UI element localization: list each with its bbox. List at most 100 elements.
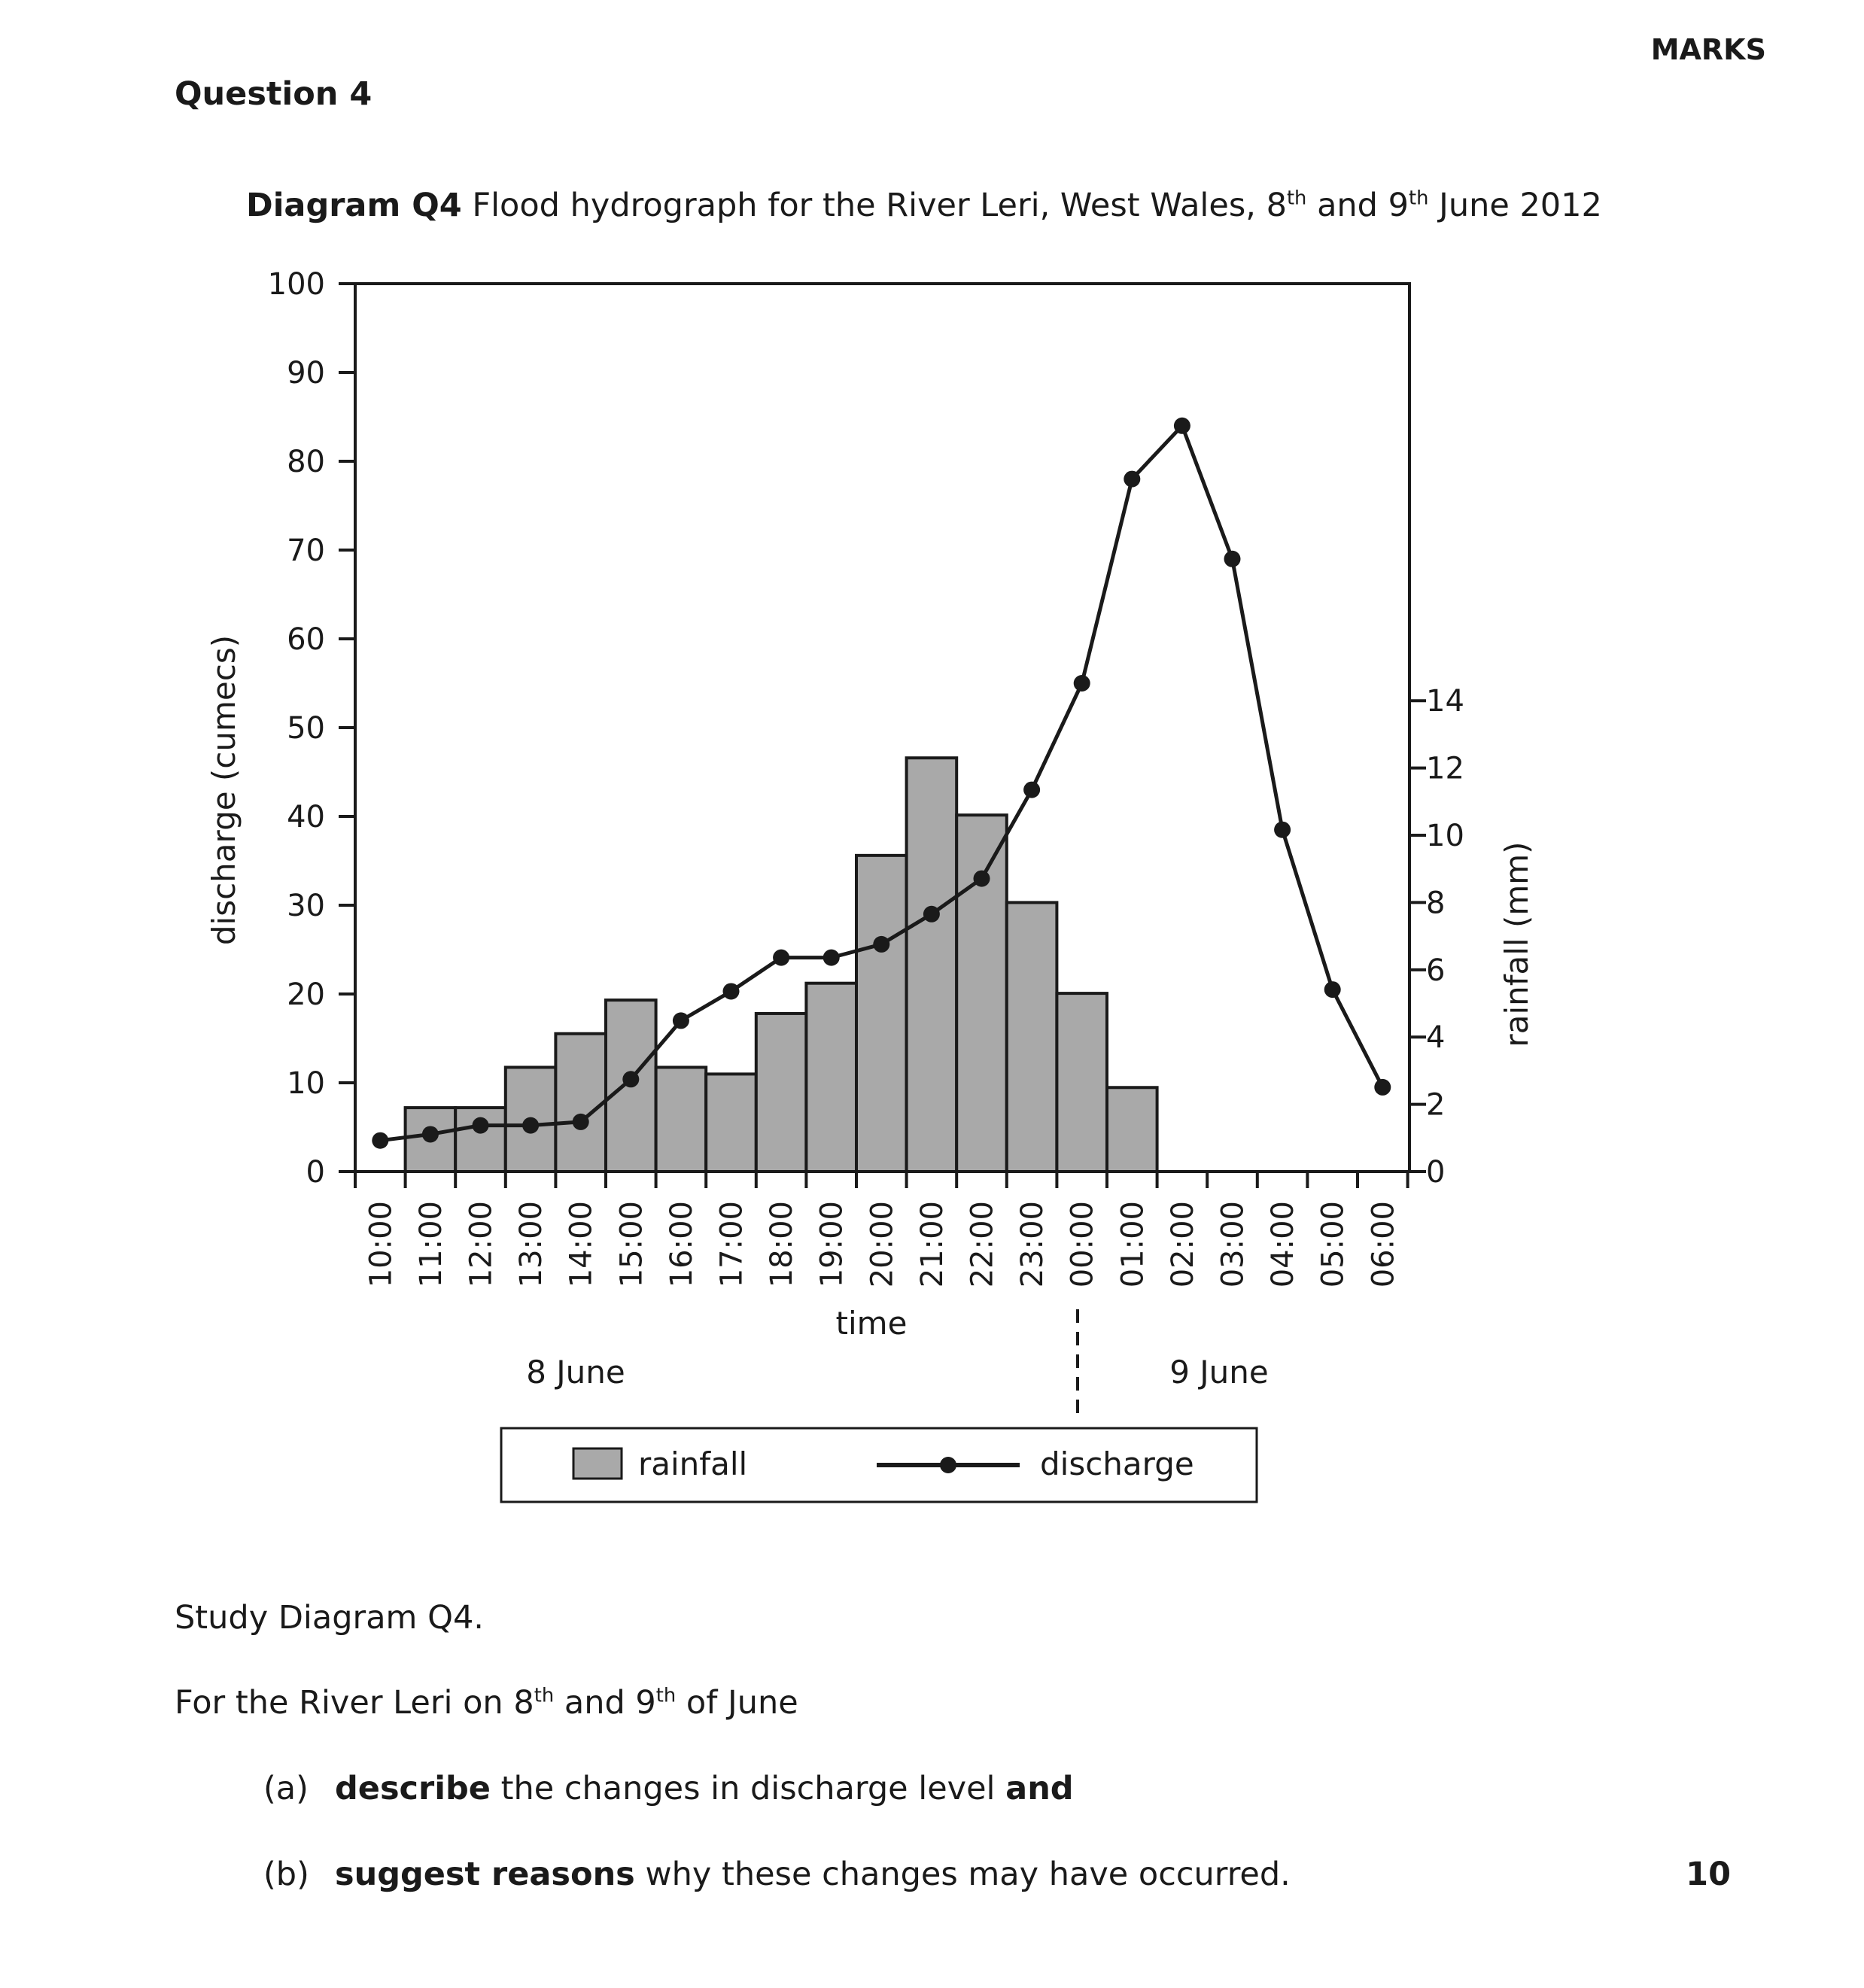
rainfall-bar [1105,1086,1159,1173]
time-tick-label: 21:00 [915,1201,950,1287]
discharge-point [1274,821,1291,838]
chart-labels: 0 10 20 30 40 50 60 70 80 90 100 0 2 4 6 8 10 12 14 10:00 11… [205,267,1535,1391]
time-tick-label: 20:00 [865,1201,899,1287]
discharge-point [622,1071,640,1088]
stem-sup-1: th [534,1684,555,1707]
part-b-bold: suggest reasons [335,1856,635,1893]
left-axis-tick-label: 20 [287,977,325,1012]
time-tick-label: 13:00 [514,1201,549,1287]
part-b-label: (b) [263,1856,309,1893]
hydrograph-chart: 0 10 20 30 40 50 60 70 80 90 100 0 2 4 6 8 10 12 14 10:00 11… [205,267,1535,1503]
right-axis-tick-label: 6 [1426,953,1445,988]
left-axis-tick-label: 80 [287,445,325,479]
discharge-point [973,870,990,887]
time-tick-label: 15:00 [614,1201,649,1287]
question-title: Question 4 [175,75,372,113]
time-tick-label: 14:00 [564,1201,599,1287]
time-tick-label: 12:00 [464,1201,499,1287]
time-tick-label: 17:00 [715,1201,750,1287]
discharge-point [1173,417,1190,434]
rainfall-bar [704,1072,758,1173]
rainfall-bar [855,853,908,1174]
day-label-9-june: 9 June [1169,1354,1269,1391]
stem-text-2: and 9 [554,1684,656,1722]
rainfall-bar [905,756,959,1173]
time-tick-label: 10:00 [363,1201,398,1287]
time-tick-label: 04:00 [1266,1201,1300,1287]
right-axis-tick-label: 4 [1426,1020,1445,1055]
legend-discharge-marker [940,1457,956,1473]
discharge-point [572,1113,589,1130]
day-label-8-june: 8 June [526,1354,625,1391]
legend-rainfall-swatch [572,1447,623,1480]
diagram-title-text-3: June 2012 [1428,187,1602,224]
discharge-point [1023,781,1041,798]
diagram-title-sup-1: th [1286,187,1307,210]
time-tick-label: 19:00 [815,1201,850,1287]
discharge-point [823,949,840,966]
discharge-point [1124,470,1141,488]
discharge-point [421,1126,439,1143]
discharge-point [773,949,790,966]
diagram-title-label: Diagram Q4 [246,187,462,224]
right-axis-title: rainfall (mm) [1498,841,1535,1047]
time-tick-label: 02:00 [1166,1201,1200,1287]
right-axis-tick-label: 14 [1426,684,1464,719]
discharge-point [873,935,890,953]
part-a-text: describe the changes in discharge level … [335,1770,1074,1807]
left-axis-tick-label: 50 [287,711,325,746]
discharge-point [1073,675,1090,692]
left-axis-title: discharge (cumecs) [205,635,242,945]
time-tick-label: 03:00 [1216,1201,1251,1287]
rainfall-bars [403,756,1159,1174]
chart-axes [339,282,1426,1416]
stem-text-3: of June [676,1684,798,1722]
part-a-rest: the changes in discharge level [490,1770,1006,1807]
discharge-point [1374,1078,1391,1096]
right-axis-tick-label: 0 [1426,1155,1445,1190]
time-tick-label: 11:00 [414,1201,449,1287]
part-b-rest: why these changes may have occurred. [634,1856,1291,1893]
diagram-title-text-2: and 9 [1306,187,1409,224]
stem-text-1: For the River Leri on 8 [175,1684,534,1722]
left-axis-tick-label: 60 [287,622,325,657]
study-instruction: Study Diagram Q4. [175,1599,484,1637]
left-axis-tick-label: 10 [287,1066,325,1101]
diagram-title: Diagram Q4 Flood hydrograph for the Rive… [246,187,1602,224]
part-b-text: suggest reasons why these changes may ha… [335,1856,1291,1893]
time-tick-label: 23:00 [1015,1201,1050,1287]
legend-discharge-label: discharge [1040,1445,1194,1482]
chart-legend: rainfall discharge [500,1427,1258,1503]
rainfall-bar [804,981,859,1174]
left-axis-tick-label: 0 [306,1155,325,1190]
discharge-point [722,983,740,1000]
part-a-bold-and: and [1005,1770,1074,1807]
discharge-point [372,1132,389,1149]
left-axis-tick-label: 100 [268,267,325,302]
right-axis-tick-label: 2 [1426,1088,1445,1123]
marks-value: 10 [1686,1856,1731,1893]
right-axis-tick-label: 10 [1426,819,1464,853]
left-axis-tick-label: 40 [287,800,325,834]
rainfall-bar [955,813,1008,1174]
left-axis-tick-label: 70 [287,533,325,568]
time-tick-label: 00:00 [1066,1201,1100,1287]
time-tick-label: 16:00 [664,1201,699,1287]
rainfall-bar [1055,992,1109,1174]
marks-header: MARKS [1650,33,1766,66]
time-tick-label: 22:00 [965,1201,1000,1287]
x-axis-title: time [836,1305,908,1342]
discharge-line [372,417,1391,1149]
rainfall-bar [1005,901,1059,1173]
stem-sup-2: th [655,1684,677,1707]
discharge-point [1224,550,1241,567]
discharge-point [923,905,940,923]
rainfall-bar [754,1011,808,1173]
question-stem: For the River Leri on 8th and 9th of Jun… [175,1684,798,1722]
discharge-point [472,1117,489,1134]
time-tick-label: 06:00 [1366,1201,1400,1287]
time-tick-label: 05:00 [1316,1201,1351,1287]
rainfall-bar [654,1065,708,1174]
right-axis-tick-label: 8 [1426,886,1445,920]
legend-rainfall-label: rainfall [638,1445,747,1482]
